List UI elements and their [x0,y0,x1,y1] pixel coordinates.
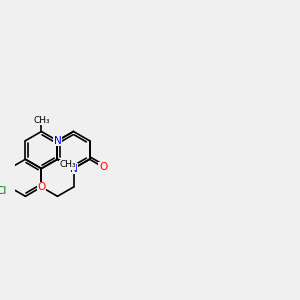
Text: CH₃: CH₃ [33,116,50,124]
Text: Cl: Cl [0,186,7,196]
Text: O: O [37,182,46,192]
Text: N: N [70,164,77,173]
Text: O: O [99,162,107,172]
Text: CH₃: CH₃ [59,160,76,169]
Text: N: N [54,136,61,146]
